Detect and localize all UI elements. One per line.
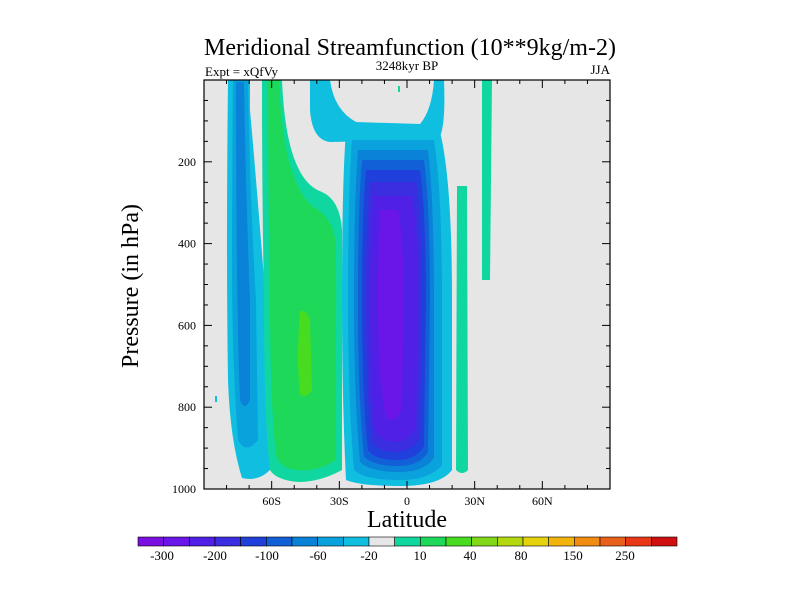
- x-axis: 60S 30S 0 30N 60N: [226, 80, 588, 508]
- colorbar-label: 150: [563, 548, 583, 563]
- colorbar-swatch: [445, 536, 472, 547]
- region-sh-ferrel-core: [298, 311, 312, 397]
- y-tick-label: 1000: [172, 482, 196, 496]
- colorbar-swatch: [189, 536, 216, 547]
- region-hadley-core: [378, 210, 404, 420]
- colorbar-swatch: [214, 536, 241, 547]
- colorbar-swatch: [317, 536, 344, 547]
- colorbar-swatch: [522, 536, 549, 547]
- colorbar-swatch: [471, 536, 498, 547]
- x-tick-label: 60N: [532, 494, 553, 508]
- x-tick-label: 0: [404, 494, 410, 508]
- y-tick-label: 600: [178, 318, 196, 332]
- chart-title: Meridional Streamfunction (10**9kg/m-2): [204, 35, 616, 61]
- y-tick-label: 400: [178, 237, 196, 251]
- region-upper-band: [310, 80, 445, 142]
- colorbar-label: -100: [255, 548, 279, 563]
- colorbar-swatch: [291, 536, 318, 547]
- region-nh-streak-low: [456, 186, 468, 473]
- colorbar-swatch: [574, 536, 601, 547]
- colorbar-label: 250: [615, 548, 635, 563]
- x-tick-label: 30N: [464, 494, 485, 508]
- colorbar-label: 40: [464, 548, 477, 563]
- colorbar-label: 10: [414, 548, 427, 563]
- colorbar-swatch: [497, 536, 524, 547]
- x-tick-label: 60S: [262, 494, 281, 508]
- season-label: JJA: [590, 62, 610, 77]
- region-sh-polar-core: [236, 82, 250, 406]
- colorbar-swatch: [368, 536, 395, 547]
- colorbar-swatch: [548, 536, 575, 547]
- colorbar-swatch: [651, 536, 678, 547]
- colorbar-label: -300: [150, 548, 174, 563]
- colorbar-swatch: [343, 536, 370, 547]
- colorbar: -300 -200 -100 -60 -20 10 40 80 150 250: [137, 536, 678, 563]
- region-sh-ferrel-mid: [268, 80, 336, 471]
- y-tick-label: 200: [178, 155, 196, 169]
- y-axis: 200 400 600 800 1000: [172, 99, 610, 496]
- colorbar-label: -200: [203, 548, 227, 563]
- colorbar-swatch: [599, 536, 626, 547]
- y-axis-label: Pressure (in hPa): [118, 204, 144, 368]
- colorbar-swatch: [394, 536, 421, 547]
- region-nh-streak-high: [482, 80, 492, 280]
- region-speck: [215, 396, 217, 402]
- expt-label: Expt = xQfVy: [205, 64, 279, 79]
- colorbar-label: 80: [515, 548, 528, 563]
- colorbar-label: -60: [309, 548, 326, 563]
- y-tick-label: 800: [178, 400, 196, 414]
- x-tick-label: 30S: [330, 494, 349, 508]
- colorbar-label: -20: [360, 548, 377, 563]
- colorbar-swatch: [420, 536, 447, 547]
- region-nh-speck: [398, 86, 400, 92]
- colorbar-swatch: [266, 536, 293, 547]
- colorbar-swatch: [137, 536, 164, 547]
- colorbar-swatch: [163, 536, 190, 547]
- x-axis-label: Latitude: [367, 507, 447, 533]
- time-label: 3248kyr BP: [376, 58, 438, 73]
- colorbar-swatch: [240, 536, 267, 547]
- colorbar-swatch: [625, 536, 652, 547]
- contour-field: [215, 80, 492, 486]
